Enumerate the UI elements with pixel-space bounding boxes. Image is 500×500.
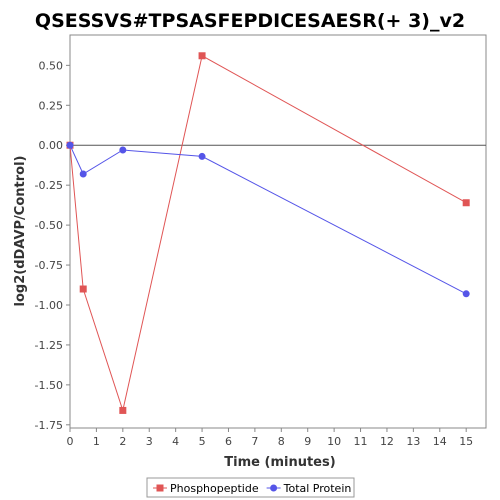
data-point (198, 152, 206, 160)
data-point (79, 170, 87, 178)
x-tick-label: 9 (304, 435, 311, 448)
series-layer (66, 52, 470, 414)
legend-marker (270, 484, 278, 492)
x-tick-label: 6 (225, 435, 232, 448)
y-tick-label: -0.50 (35, 219, 63, 232)
y-tick-label: -1.00 (35, 299, 63, 312)
y-tick-label: 0.00 (39, 139, 64, 152)
legend-label: Phosphopeptide (170, 482, 259, 495)
x-tick-label: 11 (354, 435, 368, 448)
data-point (462, 290, 470, 298)
y-tick-label: 0.50 (39, 59, 64, 72)
data-point (462, 199, 470, 207)
y-tick-label: -1.50 (35, 379, 63, 392)
x-tick-label: 4 (172, 435, 179, 448)
x-tick-label: 2 (119, 435, 126, 448)
x-tick-label: 5 (199, 435, 206, 448)
x-tick-label: 8 (278, 435, 285, 448)
data-point (66, 141, 74, 149)
x-tick-label: 7 (251, 435, 258, 448)
y-tick-label: -1.25 (35, 339, 63, 352)
y-tick-label: -0.75 (35, 259, 63, 272)
chart-title: QSESSVS#TPSASFEPDICESAESR(+ 3)_v2 (35, 10, 465, 32)
legend-label: Total Protein (283, 482, 352, 495)
legend-marker (156, 484, 164, 492)
y-tick-label: -1.75 (35, 419, 63, 432)
y-tick-label: 0.25 (39, 99, 64, 112)
data-point (198, 52, 206, 60)
data-point (119, 406, 127, 414)
legend-box (146, 477, 355, 498)
y-axis-label: log2(dDAVP/Control) (13, 156, 28, 307)
x-tick-label: 1 (93, 435, 100, 448)
legend: Phosphopeptide Total Protein (153, 482, 351, 495)
plot-area (69, 34, 487, 429)
x-tick-label: 15 (459, 435, 473, 448)
x-tick-label: 3 (146, 435, 153, 448)
x-tick-label: 14 (433, 435, 447, 448)
x-tick-label: 12 (380, 435, 394, 448)
x-tick-label: 10 (327, 435, 341, 448)
x-tick-label: 0 (67, 435, 74, 448)
data-point (119, 146, 127, 154)
x-axis-label: Time (minutes) (224, 455, 335, 470)
y-tick-label: -0.25 (35, 179, 63, 192)
axes: 0 1 2 3 4 5 6 7 8 9 10 11 12 13 14 15-1.75-1.50-1.25-1.… (35, 59, 486, 448)
data-point (79, 285, 87, 293)
x-tick-label: 13 (406, 435, 420, 448)
